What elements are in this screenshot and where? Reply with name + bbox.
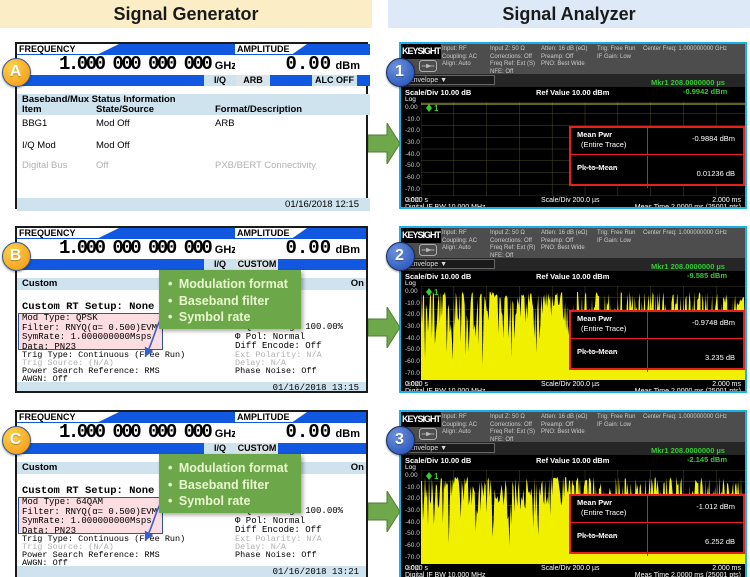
- svg-text:1: 1: [434, 104, 439, 113]
- svg-text:1: 1: [434, 288, 439, 297]
- svg-text:1: 1: [434, 472, 439, 481]
